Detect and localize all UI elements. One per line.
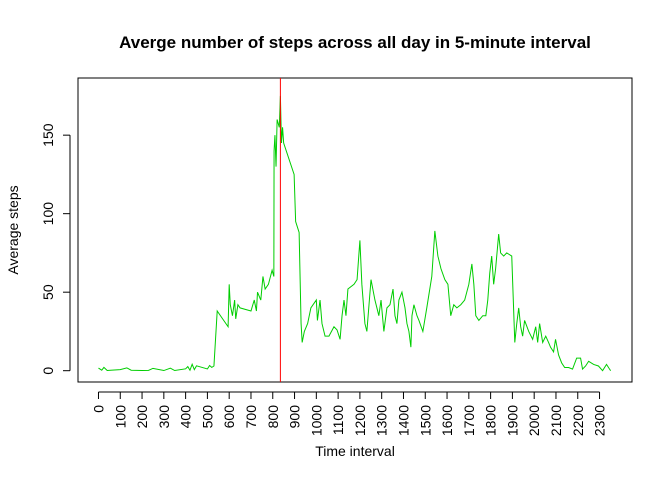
x-tick-label: 1100 [330,405,346,435]
x-tick-label: 2000 [526,405,542,436]
x-tick-label: 100 [112,405,128,429]
x-tick-label: 500 [199,405,215,429]
x-tick-label: 1000 [308,405,324,436]
x-tick-label: 2300 [592,405,608,436]
x-tick-label: 400 [178,405,194,429]
y-tick-label: 100 [40,202,56,226]
y-tick-label: 150 [40,123,56,147]
y-axis-label: Average steps [5,185,21,274]
x-tick-label: 1600 [439,405,455,436]
x-tick-label: 1200 [352,405,368,436]
x-tick-label: 900 [287,405,303,429]
x-tick-label: 1800 [483,405,499,436]
x-tick-label: 800 [265,405,281,429]
x-tick-label: 600 [221,405,237,429]
x-axis-label: Time interval [315,443,395,459]
data-line [98,95,612,372]
x-tick-label: 1900 [504,405,520,436]
x-tick-label: 1700 [461,405,477,436]
chart-title: Averge number of steps across all day in… [119,33,591,52]
x-tick-label: 2100 [548,405,564,436]
x-tick-label: 1400 [395,405,411,436]
x-tick-label: 300 [156,405,172,429]
x-tick-label: 0 [90,405,106,413]
y-tick-label: 50 [40,284,56,300]
y-tick-label: 0 [40,367,56,375]
x-tick-label: 200 [134,405,150,429]
x-tick-label: 1500 [417,405,433,436]
x-tick-label: 1300 [374,405,390,436]
x-tick-label: 2200 [570,405,586,436]
x-tick-label: 700 [243,405,259,429]
plot-frame [77,77,633,383]
